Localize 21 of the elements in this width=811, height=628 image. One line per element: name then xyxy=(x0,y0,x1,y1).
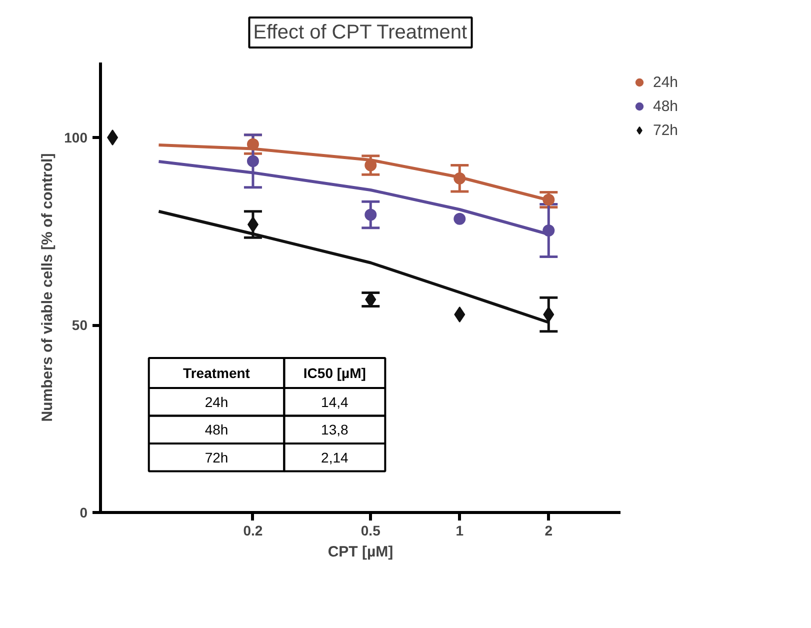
annotation: 72h xyxy=(204,449,228,466)
annotation: Treatment xyxy=(183,365,250,381)
annotation: IC50 [µM] xyxy=(303,365,366,381)
x-tick-label: 0.2 xyxy=(243,522,263,538)
y-tick-label: 0 xyxy=(80,504,88,520)
x-tick-label: 2 xyxy=(544,522,553,538)
chart-title: Effect of CPT Treatment xyxy=(253,22,468,44)
legend-label: 72h xyxy=(653,122,678,138)
x-tick-label: 1 xyxy=(456,522,464,538)
y-axis-title: Numbers of viable cells [% of control] xyxy=(39,153,56,422)
annotation: 13,8 xyxy=(321,422,349,438)
y-tick-label: 50 xyxy=(72,317,88,333)
x-tick-label: 0.5 xyxy=(360,522,381,538)
annotation: 2,14 xyxy=(321,449,349,466)
annotation: 48h xyxy=(204,422,228,438)
annotation: 24h xyxy=(204,394,228,410)
legend-label: 48h xyxy=(653,98,678,114)
legend-label: 24h xyxy=(653,74,678,90)
annotation: 14,4 xyxy=(321,394,349,410)
x-axis-title: CPT [µM] xyxy=(328,544,394,560)
y-tick-label: 100 xyxy=(64,130,88,146)
